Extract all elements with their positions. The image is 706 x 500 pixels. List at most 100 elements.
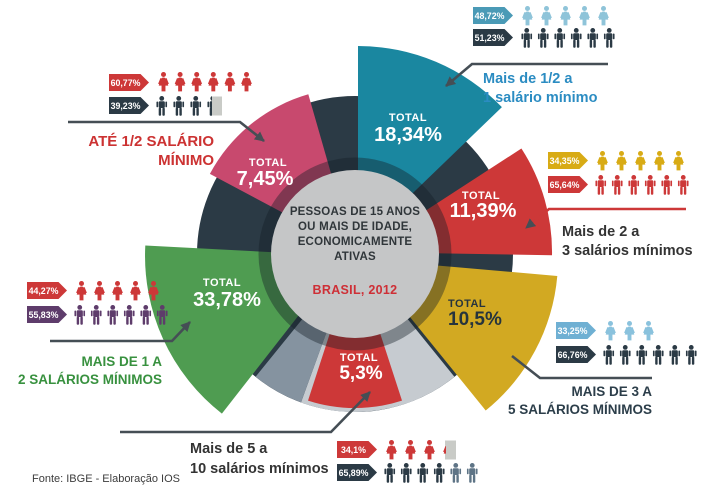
person-icon-male — [603, 345, 615, 365]
male-icons-row — [156, 96, 222, 116]
group-label-line2: 2 SALÁRIOS MÍNIMOS — [18, 372, 162, 387]
total-3-to-5: TOTAL 10,5% — [448, 298, 502, 330]
donut-slate-band — [255, 317, 328, 403]
badge-male: 39,23% — [109, 97, 149, 114]
badge-male: 65,64% — [548, 176, 588, 193]
svg-text:11,39%: 11,39% — [450, 200, 517, 222]
female-icons-row — [386, 440, 456, 460]
person-icon-male — [537, 28, 549, 48]
person-icon-male — [417, 463, 429, 483]
person-icon-female — [522, 6, 533, 26]
person-icon-female — [673, 151, 684, 171]
male-icons-row — [603, 345, 697, 365]
group-label-line2: MÍNIMO — [158, 152, 214, 169]
group-1-to-2: 44,27% 55,83% MAIS DE 1 A 2 SALÁRIOS MÍN… — [18, 281, 168, 387]
group-ate-half: 60,77% 39,23% ATÉ 1/2 SALÁRIO MÍNIMO — [88, 72, 252, 169]
person-icon-male — [644, 175, 656, 195]
connector-ate-half — [68, 120, 265, 143]
person-icon-male — [554, 28, 566, 48]
connector-1-to-2 — [50, 321, 191, 343]
person-icon-male — [156, 96, 168, 116]
connector-half-to-1 — [445, 62, 608, 87]
total-5-to-10: TOTAL 5,3% — [339, 352, 382, 384]
person-icon-male — [466, 463, 478, 483]
group-label-line2: 1 salário mínimo — [483, 90, 598, 106]
female-icons-row — [605, 321, 654, 341]
person-icon-female — [598, 6, 609, 26]
person-icon-female — [130, 281, 141, 301]
person-icon-male — [636, 345, 648, 365]
svg-text:TOTAL: TOTAL — [203, 277, 241, 289]
male-pct: 51,23% — [475, 33, 505, 43]
svg-text:TOTAL: TOTAL — [340, 352, 378, 364]
person-icon-female — [405, 440, 416, 460]
person-icon-female — [224, 72, 236, 92]
person-icon-female — [424, 440, 435, 460]
female-icons-row — [522, 6, 609, 26]
source-note: Fonte: IBGE - Elaboração IOS — [32, 473, 180, 485]
person-icon-male — [677, 175, 689, 195]
person-icon-female — [207, 72, 219, 92]
person-icon-male — [595, 175, 607, 195]
female-pct: 33,25% — [558, 326, 588, 336]
person-icon-male — [90, 305, 102, 325]
male-pct: 65,64% — [550, 180, 580, 190]
center-line-4: ATIVAS — [334, 251, 376, 263]
group-3-to-5: 33,25% 66,76% MAIS DE 3 A 5 SALÁRIOS MÍN… — [508, 321, 697, 417]
male-pct: 65,89% — [339, 468, 369, 478]
center-line-1: PESSOAS DE 15 ANOS — [290, 206, 420, 218]
person-icon-male — [619, 345, 631, 365]
badge-male: 66,76% — [556, 346, 596, 363]
male-pct: 39,23% — [111, 101, 141, 111]
person-icon-male — [107, 305, 119, 325]
person-icon-female — [579, 6, 590, 26]
person-icon-male — [521, 28, 533, 48]
connector-3-to-5 — [511, 354, 652, 380]
person-icon-male — [384, 463, 396, 483]
person-icon-female — [112, 281, 123, 301]
total-2-to-3: TOTAL 11,39% — [450, 190, 517, 222]
person-icon-male — [140, 305, 152, 325]
person-icon-female — [560, 6, 571, 26]
person-icon-male — [661, 175, 673, 195]
person-icon-female — [624, 321, 635, 341]
badge-female: 33,25% — [556, 322, 596, 339]
female-pct: 34,35% — [550, 156, 580, 166]
male-pct: 66,76% — [558, 350, 588, 360]
person-icon-female — [386, 440, 397, 460]
total-ate-half: TOTAL 7,45% — [237, 157, 294, 190]
person-icon-female — [541, 6, 552, 26]
center-circle — [271, 170, 439, 338]
partial-person-icon — [207, 96, 222, 116]
person-icon-male — [685, 345, 697, 365]
svg-text:18,34%: 18,34% — [374, 124, 442, 146]
person-icon-female — [654, 151, 665, 171]
svg-text:TOTAL: TOTAL — [448, 298, 486, 310]
person-icon-female — [241, 72, 252, 92]
total-half-to-1: TOTAL 18,34% — [374, 112, 442, 146]
female-pct: 34,1% — [341, 445, 366, 455]
female-icons-row — [597, 151, 684, 171]
connector-2-to-3 — [525, 207, 686, 230]
group-5-to-10: 34,1% 65,89% Mais de 5 a 10 salários mín… — [190, 440, 478, 483]
group-label-line2: 3 salários mínimos — [562, 243, 693, 259]
segment-total-labels: TOTAL 18,34% TOTAL 11,39% TOTAL 10,5% TO… — [193, 112, 517, 384]
badge-female: 44,27% — [27, 282, 67, 299]
group-label-line2: 10 salários mínimos — [190, 461, 329, 477]
center-line-2: OU MAIS DE IDADE, — [298, 221, 412, 233]
person-icon-male — [603, 28, 615, 48]
group-label-line1: MAIS DE 3 A — [571, 384, 652, 399]
group-label-line2: 5 SALÁRIOS MÍNIMOS — [508, 402, 652, 417]
male-icons-row — [595, 175, 689, 195]
person-icon-male — [570, 28, 582, 48]
badge-male: 65,89% — [337, 464, 377, 481]
person-icon-male — [173, 96, 185, 116]
badge-female: 34,1% — [337, 441, 377, 458]
group-label-line1: ATÉ 1/2 SALÁRIO — [88, 133, 214, 150]
total-1-to-2: TOTAL 33,78% — [193, 277, 261, 311]
center-subtitle: BRASIL, 2012 — [313, 283, 398, 297]
person-icon-male — [652, 345, 664, 365]
partial-person-icon — [443, 440, 456, 460]
partial-block — [445, 440, 456, 460]
